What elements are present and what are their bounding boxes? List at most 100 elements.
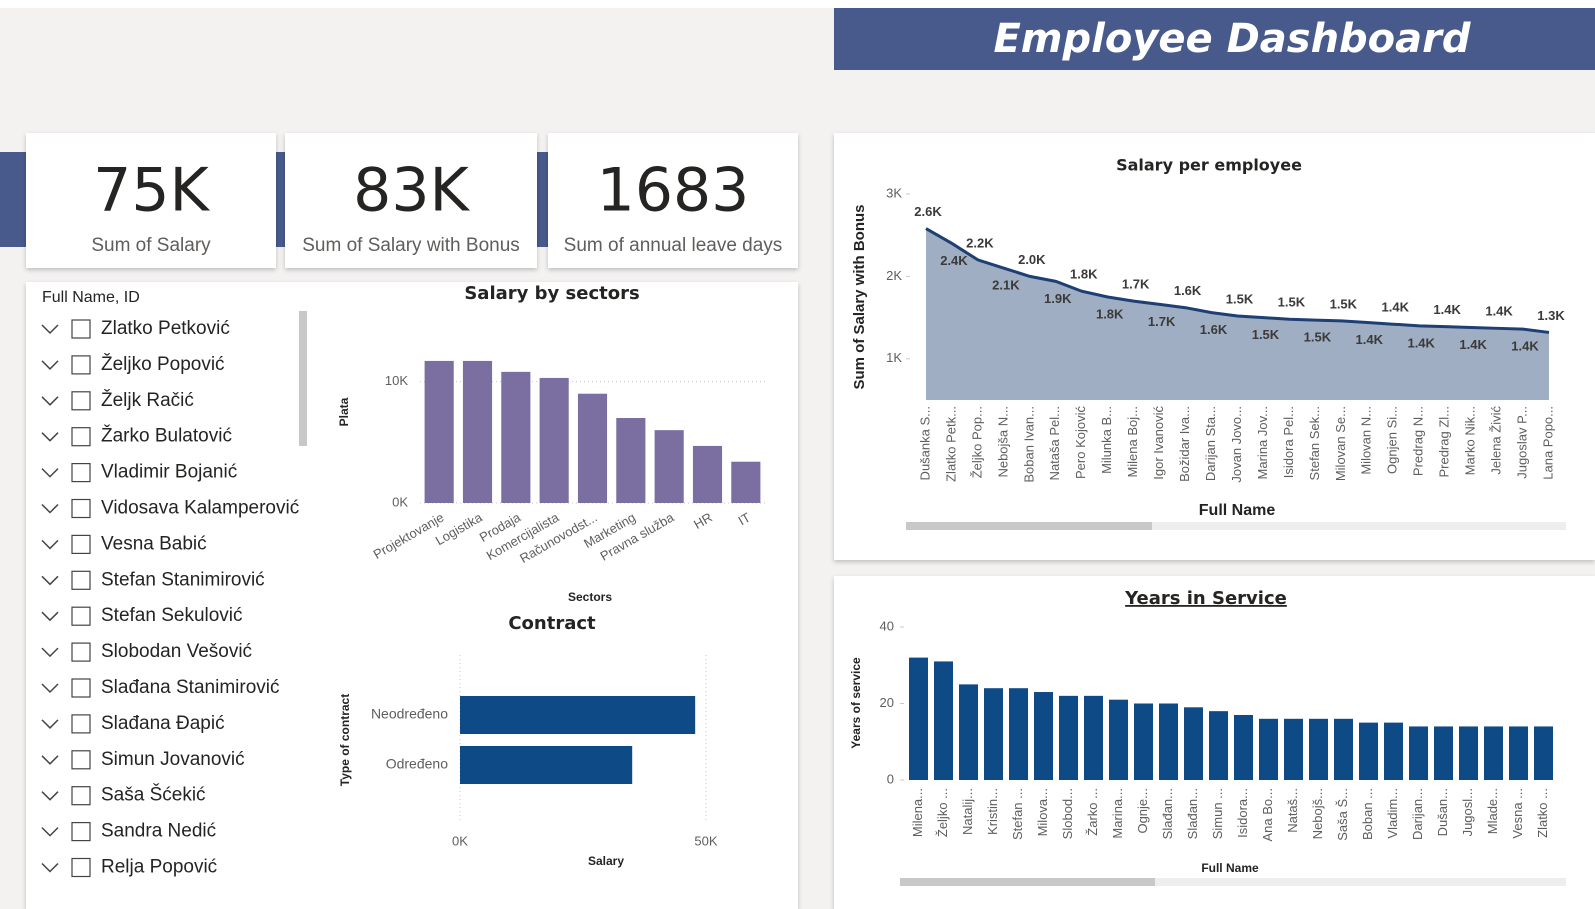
bar[interactable]	[1134, 703, 1153, 781]
expand-chevron[interactable]	[41, 324, 59, 335]
slicer-item[interactable]: Saša Šćekić	[101, 784, 206, 806]
checkbox[interactable]	[71, 570, 91, 590]
data-label: 1.4K	[1356, 332, 1384, 347]
x-axis-title: Full Name	[1199, 502, 1276, 519]
x-tick-label: Stefan Sek...	[1307, 406, 1322, 480]
bar[interactable]	[731, 461, 761, 503]
slicer-item[interactable]: Relja Popović	[101, 857, 217, 878]
slicer-item[interactable]: Vesna Babić	[101, 533, 207, 554]
data-label: 1.9K	[1044, 291, 1072, 306]
expand-chevron[interactable]	[41, 432, 59, 442]
slicer-item[interactable]: Vladimir Bojanić	[101, 462, 237, 483]
bar[interactable]	[501, 371, 531, 503]
bar[interactable]	[1509, 726, 1528, 780]
y-axis-title: Sum of Salary with Bonus	[851, 204, 868, 389]
bar[interactable]	[1184, 707, 1203, 780]
bar[interactable]	[692, 445, 723, 503]
checkbox[interactable]	[71, 821, 91, 842]
bar[interactable]	[462, 360, 493, 503]
checkbox[interactable]	[71, 319, 91, 339]
slicer-item[interactable]: Slađana Đapić	[101, 713, 225, 734]
y-tick-label: 10K	[385, 373, 408, 388]
chart-title: Contract	[508, 613, 596, 634]
slicer-item[interactable]: Simun Jovanović	[101, 749, 245, 770]
bar[interactable]	[1309, 718, 1328, 780]
checkbox[interactable]	[71, 498, 91, 519]
bar[interactable]	[959, 684, 978, 780]
checkbox[interactable]	[71, 427, 91, 447]
slicer-item[interactable]: Stefan Stanimirović	[101, 569, 265, 590]
bar[interactable]	[1459, 726, 1478, 780]
scroll-track[interactable]	[906, 522, 1566, 530]
bar[interactable]	[934, 661, 953, 780]
slicer-item[interactable]: Željko Popović	[101, 353, 225, 375]
expand-chevron[interactable]	[41, 539, 59, 550]
bar[interactable]	[1159, 703, 1178, 781]
expand-chevron[interactable]	[41, 503, 59, 514]
expand-chevron[interactable]	[41, 647, 59, 658]
scrollbar[interactable]	[299, 311, 307, 446]
checkbox[interactable]	[71, 857, 91, 878]
bar[interactable]	[1009, 688, 1028, 780]
bar[interactable]	[909, 657, 928, 780]
bar[interactable]	[1034, 692, 1053, 780]
bar[interactable]	[1109, 699, 1128, 780]
x-tick-label: Milunka B...	[1099, 406, 1114, 474]
bar[interactable]	[1259, 718, 1278, 780]
slicer-item[interactable]: Slađana Stanimirović	[101, 677, 279, 698]
expand-chevron[interactable]	[41, 862, 59, 873]
slicer-item[interactable]: Vidosava Kalamperović	[101, 498, 299, 519]
checkbox[interactable]	[71, 606, 91, 626]
expand-chevron[interactable]	[41, 611, 59, 622]
checkbox[interactable]	[71, 786, 91, 806]
bar[interactable]	[1384, 722, 1403, 780]
checkbox[interactable]	[71, 391, 91, 411]
checkbox[interactable]	[71, 750, 91, 770]
checkbox[interactable]	[71, 642, 91, 662]
bar[interactable]	[1209, 711, 1228, 780]
bar[interactable]	[460, 746, 633, 784]
bar[interactable]	[1059, 695, 1078, 780]
x-tick-label: Milovan Se...	[1333, 406, 1348, 481]
bar[interactable]	[1434, 726, 1453, 780]
checkbox[interactable]	[71, 355, 91, 375]
slicer-item[interactable]: Željk Račić	[101, 389, 194, 411]
bar[interactable]	[539, 377, 569, 503]
expand-chevron[interactable]	[41, 683, 59, 694]
expand-chevron[interactable]	[41, 755, 59, 765]
expand-chevron[interactable]	[41, 468, 59, 478]
scroll-track[interactable]	[900, 878, 1566, 886]
slicer-item[interactable]: Slobodan Vešović	[101, 641, 252, 662]
bar[interactable]	[616, 418, 646, 503]
bar[interactable]	[1484, 726, 1503, 780]
scrollbar[interactable]	[906, 522, 1152, 530]
slicer-item[interactable]: Stefan Sekulović	[101, 605, 243, 626]
slicer-item[interactable]: Žarko Bulatović	[101, 425, 232, 447]
scrollbar[interactable]	[900, 878, 1155, 886]
bar[interactable]	[1334, 718, 1353, 780]
expand-chevron[interactable]	[41, 719, 59, 729]
bar[interactable]	[577, 393, 608, 503]
bar[interactable]	[1234, 714, 1253, 780]
bar[interactable]	[1359, 722, 1378, 780]
checkbox[interactable]	[71, 678, 91, 698]
expand-chevron[interactable]	[41, 575, 59, 586]
checkbox[interactable]	[71, 463, 91, 483]
bar[interactable]	[984, 688, 1003, 780]
bar[interactable]	[1084, 695, 1103, 780]
expand-chevron[interactable]	[41, 396, 59, 406]
checkbox[interactable]	[71, 534, 91, 555]
bar[interactable]	[460, 696, 696, 734]
bar[interactable]	[654, 430, 684, 503]
bar[interactable]	[1284, 718, 1303, 780]
checkbox[interactable]	[71, 714, 91, 734]
expand-chevron[interactable]	[41, 827, 59, 837]
slicer-item[interactable]: Zlatko Petković	[101, 318, 230, 339]
slicer-item[interactable]: Sandra Nedić	[101, 821, 216, 842]
bar[interactable]	[424, 360, 454, 503]
expand-chevron[interactable]	[41, 360, 59, 370]
bar[interactable]	[1409, 726, 1428, 780]
bar[interactable]	[1534, 726, 1553, 780]
expand-chevron[interactable]	[41, 791, 59, 801]
